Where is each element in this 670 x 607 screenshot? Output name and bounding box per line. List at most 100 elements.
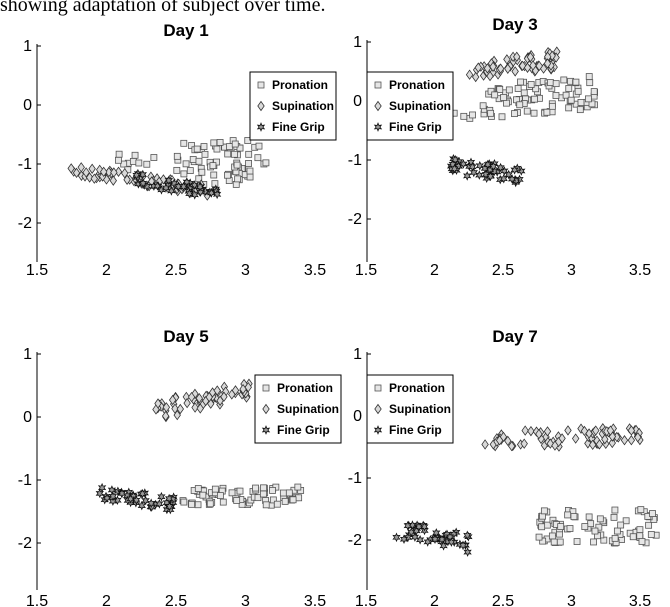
data-point xyxy=(198,168,206,176)
data-point xyxy=(211,485,219,493)
data-point xyxy=(183,397,191,409)
y-tick-label: 1 xyxy=(353,346,362,363)
legend: Pronation Supination Fine Grip xyxy=(254,374,342,444)
data-point xyxy=(216,492,224,499)
chart-title: Day 1 xyxy=(163,21,208,40)
data-point xyxy=(574,87,582,95)
data-point xyxy=(173,166,181,174)
data-point xyxy=(463,530,472,541)
data-point xyxy=(216,139,224,146)
data-point xyxy=(213,385,221,396)
data-point xyxy=(564,425,572,436)
y-tick-label: 0 xyxy=(353,408,362,425)
data-point xyxy=(262,159,270,167)
data-point xyxy=(95,488,104,499)
data-point xyxy=(155,498,164,509)
data-point xyxy=(573,538,581,545)
data-point xyxy=(224,171,231,179)
data-point xyxy=(147,498,156,509)
legend-marker xyxy=(374,100,382,112)
x-tick-label: 2 xyxy=(430,262,439,279)
data-point xyxy=(105,166,113,178)
data-point xyxy=(254,494,262,502)
legend-marker xyxy=(257,100,265,112)
data-point xyxy=(543,521,551,529)
data-point xyxy=(491,91,499,99)
legend-marker xyxy=(373,122,383,132)
data-point xyxy=(254,154,262,162)
data-point xyxy=(629,533,637,541)
data-point xyxy=(498,113,506,121)
legend-label: Pronation xyxy=(272,78,328,92)
data-point xyxy=(179,181,188,192)
x-tick-label: 2.5 xyxy=(165,593,187,607)
data-point xyxy=(207,188,216,198)
data-point xyxy=(495,435,504,446)
data-point xyxy=(295,494,303,502)
data-point xyxy=(550,538,558,546)
data-point xyxy=(460,112,468,120)
data-point xyxy=(595,439,604,450)
data-point xyxy=(410,532,420,542)
y-tick-label: 1 xyxy=(353,34,362,51)
data-point xyxy=(608,437,616,449)
data-point xyxy=(543,108,551,116)
data-point xyxy=(620,435,629,446)
data-point xyxy=(259,490,267,498)
data-point xyxy=(82,167,90,178)
data-point xyxy=(610,513,618,521)
data-point xyxy=(632,424,640,436)
data-point xyxy=(392,532,401,543)
data-point xyxy=(415,534,425,545)
data-point xyxy=(627,425,636,436)
legend-marker xyxy=(257,81,265,89)
series-pronation xyxy=(535,506,660,547)
chart-title: Day 3 xyxy=(492,15,537,34)
data-point xyxy=(510,165,519,175)
data-point xyxy=(194,501,202,509)
data-point xyxy=(475,170,484,180)
data-point xyxy=(552,92,560,99)
data-point xyxy=(180,498,188,506)
y-tick-label: 1 xyxy=(23,38,32,55)
data-point xyxy=(458,540,468,551)
data-point xyxy=(560,76,568,84)
data-point xyxy=(636,526,644,534)
data-point xyxy=(552,80,560,88)
data-point xyxy=(606,425,615,436)
data-point xyxy=(565,85,573,92)
y-tick-label: 0 xyxy=(23,97,32,114)
data-point xyxy=(557,523,565,530)
scatter-panel: -2 -1 0 1 1.5 2 2.5 3 3.5 Day 5 Pronation Supinatio… xyxy=(18,327,342,607)
data-point xyxy=(548,532,556,540)
data-point xyxy=(535,60,543,72)
data-point xyxy=(164,175,173,186)
data-point xyxy=(499,173,508,184)
data-point xyxy=(590,88,598,95)
legend-marker xyxy=(374,81,382,89)
x-tick-label: 3.5 xyxy=(629,593,651,607)
x-tick-label: 1.5 xyxy=(355,593,377,607)
data-point xyxy=(90,173,99,184)
legend-label: Fine Grip xyxy=(277,423,330,437)
data-point xyxy=(449,529,459,539)
data-point xyxy=(535,428,543,440)
data-point xyxy=(201,150,209,158)
data-point xyxy=(195,182,205,192)
x-tick-label: 1.5 xyxy=(26,593,48,607)
data-point xyxy=(213,145,221,153)
data-point xyxy=(636,532,644,540)
data-point xyxy=(581,523,589,530)
data-point xyxy=(407,527,416,537)
data-point xyxy=(260,484,267,492)
data-point xyxy=(540,507,548,515)
data-point xyxy=(193,145,201,153)
data-point xyxy=(67,163,75,174)
data-point xyxy=(523,62,532,73)
data-point xyxy=(601,434,609,445)
data-point xyxy=(244,137,252,144)
data-point xyxy=(521,425,529,436)
legend: Pronation Supination Fine Grip xyxy=(366,71,454,141)
data-point xyxy=(399,534,409,545)
data-point xyxy=(487,87,495,95)
